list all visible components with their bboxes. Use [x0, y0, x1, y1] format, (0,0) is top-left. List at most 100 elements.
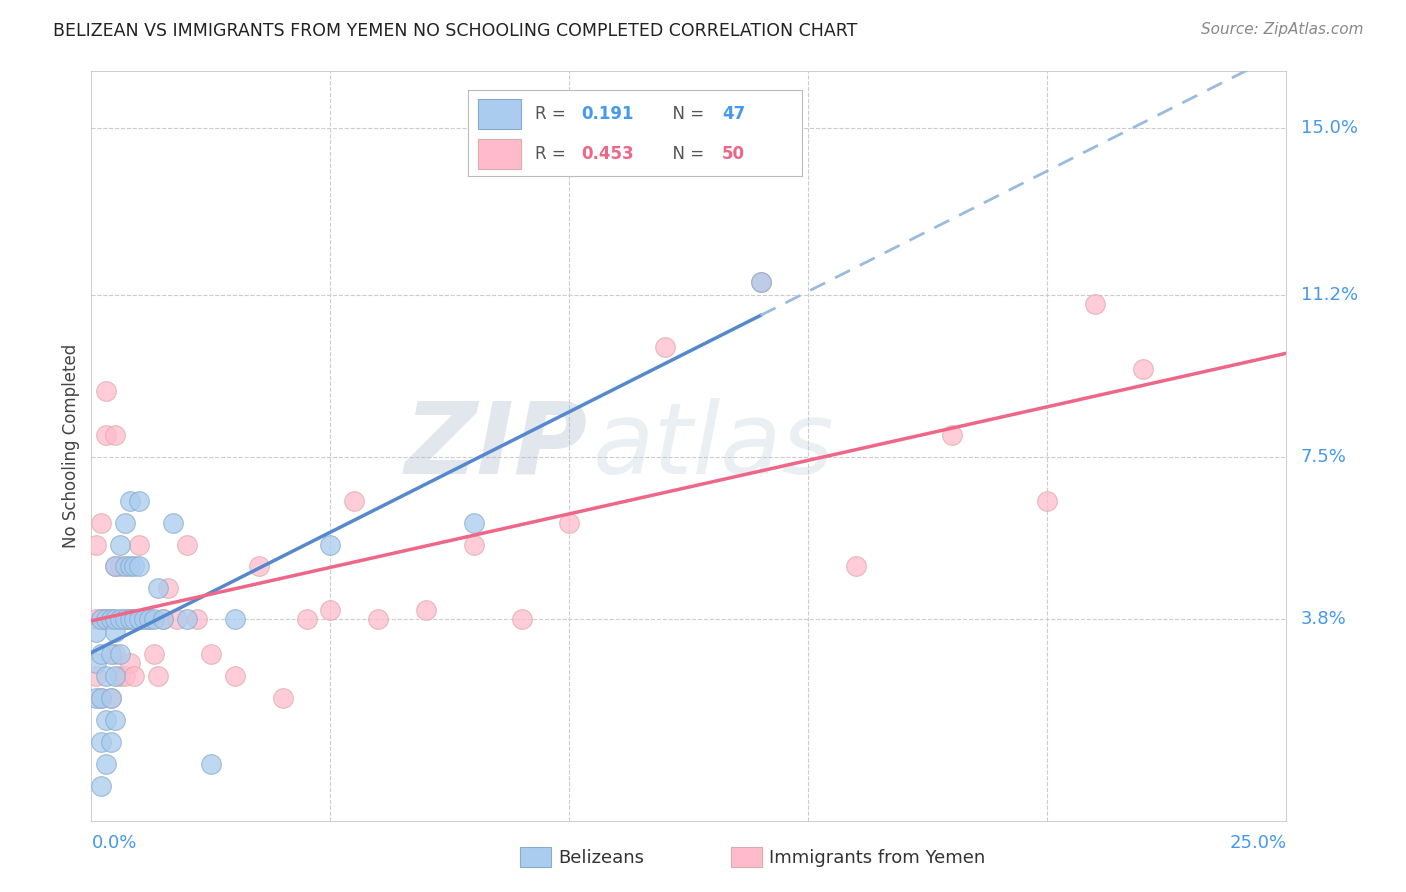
Point	[118, 612, 141, 626]
Point	[104, 559, 127, 574]
Point	[162, 516, 184, 530]
Point	[132, 612, 155, 626]
Bar	[731, 847, 762, 867]
Point	[84, 625, 107, 640]
Point	[200, 647, 222, 661]
Point	[94, 756, 117, 771]
Point	[100, 735, 122, 749]
Point	[108, 612, 131, 626]
Point	[90, 516, 112, 530]
Point	[104, 647, 127, 661]
Point	[128, 612, 150, 626]
Point	[104, 559, 127, 574]
Point	[176, 612, 198, 626]
Point	[1084, 296, 1107, 310]
Point	[108, 669, 131, 683]
Text: 11.2%: 11.2%	[1301, 285, 1358, 304]
Point	[148, 582, 170, 596]
Point	[94, 612, 117, 626]
Point	[128, 493, 150, 508]
Point	[124, 669, 146, 683]
Point	[138, 612, 160, 626]
Text: atlas: atlas	[593, 398, 835, 494]
Point	[90, 612, 112, 626]
Point	[654, 340, 676, 354]
Point	[463, 538, 485, 552]
Point	[84, 656, 107, 670]
Text: 15.0%: 15.0%	[1301, 120, 1358, 137]
Point	[84, 690, 107, 705]
Point	[166, 612, 188, 626]
Point	[94, 612, 117, 626]
Text: BELIZEAN VS IMMIGRANTS FROM YEMEN NO SCHOOLING COMPLETED CORRELATION CHART: BELIZEAN VS IMMIGRANTS FROM YEMEN NO SCH…	[53, 22, 858, 40]
Point	[224, 612, 246, 626]
Point	[367, 612, 389, 626]
Point	[90, 690, 112, 705]
Point	[94, 428, 117, 442]
Point	[463, 516, 485, 530]
Point	[108, 559, 131, 574]
Text: ZIP: ZIP	[405, 398, 588, 494]
Point	[100, 612, 122, 626]
Bar	[520, 847, 551, 867]
Text: 3.8%: 3.8%	[1301, 610, 1347, 628]
Point	[114, 612, 136, 626]
Point	[104, 625, 127, 640]
Point	[319, 603, 342, 617]
Point	[108, 538, 131, 552]
Point	[558, 516, 581, 530]
Point	[84, 538, 107, 552]
Text: 25.0%: 25.0%	[1229, 834, 1286, 852]
Point	[200, 756, 222, 771]
Y-axis label: No Schooling Completed: No Schooling Completed	[62, 344, 80, 548]
Point	[118, 656, 141, 670]
Point	[271, 690, 294, 705]
Point	[90, 612, 112, 626]
Point	[94, 713, 117, 727]
Point	[152, 612, 174, 626]
Point	[90, 690, 112, 705]
Point	[104, 612, 127, 626]
Point	[118, 559, 141, 574]
Point	[108, 647, 131, 661]
Text: 7.5%: 7.5%	[1301, 448, 1347, 466]
Point	[138, 612, 160, 626]
Point	[319, 538, 342, 552]
Point	[1132, 362, 1154, 376]
Point	[94, 384, 117, 399]
Point	[118, 493, 141, 508]
Point	[142, 647, 165, 661]
Point	[128, 538, 150, 552]
Point	[84, 612, 107, 626]
Point	[114, 516, 136, 530]
Point	[148, 669, 170, 683]
Point	[100, 612, 122, 626]
Point	[124, 612, 146, 626]
Text: Immigrants from Yemen: Immigrants from Yemen	[769, 849, 986, 867]
Point	[224, 669, 246, 683]
Point	[510, 612, 533, 626]
Point	[128, 559, 150, 574]
Point	[94, 669, 117, 683]
Point	[142, 612, 165, 626]
Point	[1036, 493, 1059, 508]
Point	[247, 559, 270, 574]
Point	[100, 647, 122, 661]
Point	[295, 612, 318, 626]
Point	[84, 669, 107, 683]
Point	[156, 582, 179, 596]
Point	[152, 612, 174, 626]
Text: 0.0%: 0.0%	[91, 834, 136, 852]
Point	[100, 690, 122, 705]
Point	[343, 493, 366, 508]
Point	[415, 603, 437, 617]
Point	[114, 612, 136, 626]
Point	[118, 612, 141, 626]
Text: Source: ZipAtlas.com: Source: ZipAtlas.com	[1201, 22, 1364, 37]
Point	[104, 713, 127, 727]
Point	[90, 779, 112, 793]
Point	[128, 612, 150, 626]
Text: Belizeans: Belizeans	[558, 849, 644, 867]
Point	[124, 559, 146, 574]
Point	[845, 559, 868, 574]
